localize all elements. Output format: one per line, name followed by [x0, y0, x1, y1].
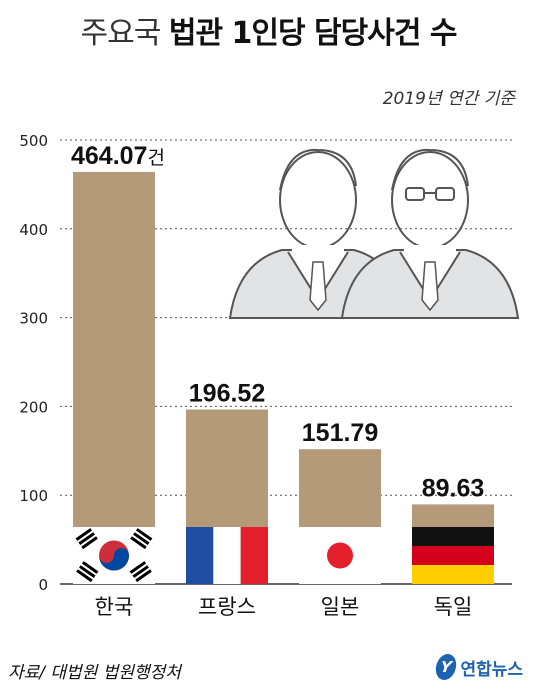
y-tick-label: 300: [19, 310, 48, 328]
category-label-4: 독일: [434, 595, 473, 619]
flag-france-icon: [186, 527, 268, 584]
bar-1: [73, 171, 155, 585]
judges-illustration: [228, 148, 520, 319]
trigram-bar: [135, 569, 152, 583]
trigram-bar: [81, 536, 98, 550]
value-label-3: 151.79: [302, 419, 378, 447]
flag-red: [240, 527, 268, 584]
value-label-4: 89.63: [422, 474, 485, 502]
taegeuk-blue: [99, 548, 129, 571]
trigram-bar: [135, 528, 153, 541]
value-label-2: 196.52: [189, 379, 265, 407]
judge-tie: [421, 261, 439, 312]
trigram-bar: [130, 536, 147, 550]
flag-sun: [327, 542, 353, 569]
flag-gold: [412, 565, 494, 584]
flag-germany-icon: [412, 527, 494, 584]
yonhap-logo-text: 연합뉴스: [460, 659, 523, 680]
source-note: 자료/ 대법원 법원행정처: [8, 663, 181, 683]
trigram: [129, 561, 152, 583]
title-light: 주요국: [80, 16, 162, 51]
flag-black: [412, 527, 494, 546]
y-tick-label: 0: [38, 576, 48, 594]
judge-head: [391, 151, 469, 249]
category-label-1: 한국: [95, 595, 134, 619]
flag-blue: [186, 527, 214, 584]
trigram: [75, 528, 98, 550]
flag-white: [213, 527, 241, 584]
title-bold: 법관 1인당 담당사건 수: [168, 16, 458, 51]
trigram-bar: [129, 561, 147, 574]
trigram-bar: [132, 565, 149, 578]
category-label-3: 일본: [321, 595, 360, 619]
y-tick-label: 100: [19, 487, 48, 505]
y-tick-label: 200: [19, 398, 48, 416]
trigram: [76, 561, 99, 583]
trigram-bar: [81, 561, 99, 574]
judge-figure-2: [340, 148, 520, 319]
flag-japan-icon: [299, 527, 381, 584]
trigram-bar: [76, 569, 93, 583]
judge-hair: [279, 148, 357, 191]
category-label-2: 프랑스: [198, 595, 256, 619]
yonhap-logo: Y 연합뉴스: [434, 654, 523, 680]
trigram-bar: [78, 532, 95, 545]
y-tick-label: 500: [19, 132, 48, 150]
flag-korea-icon: [73, 527, 155, 584]
judge-hair: [391, 148, 469, 191]
chart-title: 주요국 법관 1인당 담당사건 수: [0, 8, 537, 52]
judge-neck: [292, 245, 344, 257]
trigram-bar: [133, 532, 150, 545]
trigram: [130, 528, 153, 550]
judge-head: [279, 151, 357, 249]
judge-neck: [404, 245, 456, 257]
yonhap-logo-mark: Y: [434, 654, 459, 680]
judge-tie: [309, 261, 327, 312]
trigram-bar: [79, 565, 96, 578]
value-unit: 건: [147, 147, 164, 169]
value-label-1: 464.07건: [71, 142, 165, 170]
flag-red: [412, 546, 494, 565]
y-tick-label: 400: [19, 221, 48, 239]
chart-subtitle: 2019년 연간 기준: [382, 89, 515, 109]
trigram-bar: [75, 528, 93, 541]
